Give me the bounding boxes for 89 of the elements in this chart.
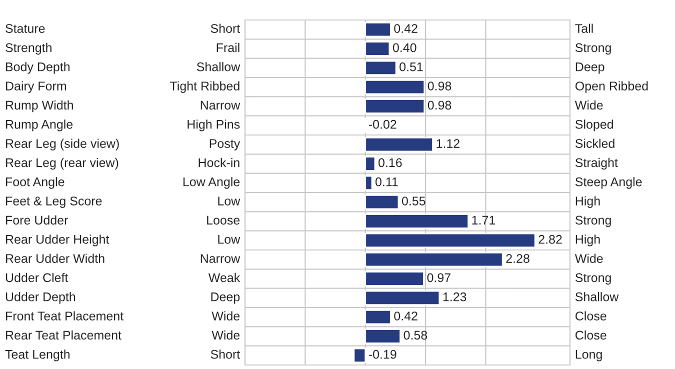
data-label: 0.16 (378, 158, 402, 168)
bar (364, 60, 397, 76)
text: Weak (208, 272, 240, 282)
text: Sloped (575, 120, 613, 132)
y-tick-label: Feet & Leg Score (6, 196, 102, 208)
text: Low Angle (183, 177, 240, 189)
y-tick-label: Stature (6, 24, 45, 33)
text: Narrow (200, 100, 240, 110)
text: Shallow (575, 292, 619, 302)
bar (364, 175, 373, 191)
y-tick-label: Rear Teat Placement (6, 330, 122, 340)
bar (364, 98, 426, 114)
text: Wide (574, 100, 603, 110)
data-label: 1.71 (472, 216, 496, 224)
text: High Pins (188, 120, 240, 132)
y-tick-label: Strength (6, 42, 52, 55)
bar (364, 328, 401, 344)
text: High (576, 196, 600, 208)
data-label: 1.23 (443, 292, 466, 302)
y-tick-label: Front Teat Placement (6, 311, 124, 320)
bar (353, 348, 366, 364)
text: Wide (212, 311, 240, 320)
bar (364, 309, 392, 325)
data-label: 0.51 (400, 62, 423, 72)
bar (364, 156, 376, 172)
bar (364, 22, 392, 38)
bar (364, 194, 400, 210)
data-label: 0.42 (394, 24, 418, 33)
text: Strong (575, 216, 611, 228)
data-label: -0.02 (368, 120, 396, 129)
text: Shallow (196, 62, 240, 72)
data-label: 0.40 (392, 43, 416, 52)
text: Low (218, 235, 240, 244)
text: Hock-in (198, 158, 240, 168)
text: Long (576, 350, 602, 362)
text: Deep (211, 292, 240, 304)
text: Short (210, 24, 240, 33)
y-tick-label: Dairy Form (6, 81, 66, 93)
text: Low (218, 196, 240, 206)
text: Strong (575, 273, 611, 285)
text: Close (576, 330, 606, 340)
data-label: 2.28 (506, 254, 530, 263)
y-tick-label: Rump Width (6, 100, 73, 112)
y-tick-label: Rear Leg (side view) (6, 138, 119, 150)
y-tick-label: Rump Angle (6, 120, 73, 132)
text: Short (210, 350, 240, 359)
text: Deep (576, 62, 604, 74)
bar (364, 271, 424, 286)
bar (364, 79, 426, 95)
text: Close (576, 311, 606, 320)
y-tick-label: Rear Udder Height (6, 234, 110, 246)
text: Straight (575, 158, 618, 170)
y-tick-label: Foot Angle (6, 177, 64, 189)
data-label: 0.55 (402, 196, 426, 206)
text: Loose (207, 216, 240, 225)
data-label: 0.11 (375, 177, 398, 186)
text: Tall (575, 24, 593, 33)
text: Strong (575, 43, 611, 55)
text: Tight Ribbed (170, 81, 240, 93)
text: Open Ribbed (575, 81, 648, 93)
y-tick-label: Teat Length (5, 350, 70, 362)
data-label: -0.19 (368, 350, 396, 359)
y-tick-label: Rear Leg (rear view) (6, 158, 118, 170)
bar (364, 41, 390, 56)
text: Steep Angle (575, 177, 642, 189)
data-label: 0.58 (404, 330, 428, 340)
bar (364, 214, 469, 229)
data-label: 0.98 (428, 100, 452, 110)
bar (364, 232, 536, 248)
bar (364, 290, 440, 306)
text: High (576, 234, 600, 246)
y-tick-label: Udder Depth (6, 292, 76, 304)
data-label: 2.82 (538, 234, 562, 244)
text: Wide (212, 330, 240, 340)
data-label: 1.12 (436, 139, 460, 148)
y-tick-label: Rear Udder Width (6, 254, 104, 263)
bar (364, 136, 434, 152)
text: Frail (216, 42, 240, 52)
data-label: 0.42 (394, 312, 418, 320)
data-label: 0.98 (428, 82, 452, 90)
text: Posty (210, 139, 240, 150)
text: Wide (574, 254, 603, 263)
text: Sickled (575, 138, 614, 148)
bar (364, 252, 504, 268)
data-label: 0.97 (427, 273, 450, 282)
y-tick-label: Fore Udder (6, 215, 68, 225)
text: Narrow (200, 254, 240, 263)
y-tick-label: Body Depth (6, 62, 70, 74)
y-tick-label: Udder Cleft (6, 272, 68, 282)
